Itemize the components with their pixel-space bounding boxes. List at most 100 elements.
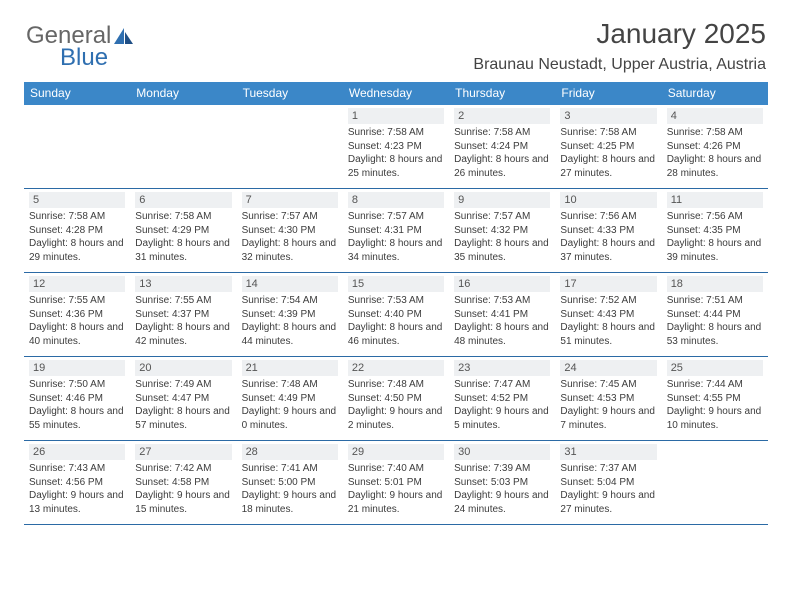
- daylight-line: Daylight: 9 hours and 24 minutes.: [454, 489, 550, 516]
- day-number: 8: [348, 192, 444, 208]
- week-row: 26 Sunrise: 7:43 AMSunset: 4:56 PMDayligh…: [24, 441, 768, 525]
- sunset-line: Sunset: 4:55 PM: [667, 392, 763, 406]
- sunrise-line: Sunrise: 7:50 AM: [29, 378, 125, 392]
- day-number: 4: [667, 108, 763, 124]
- daylight-line: Daylight: 8 hours and 27 minutes.: [560, 153, 656, 180]
- day-cell: 31Sunrise: 7:37 AMSunset: 5:04 PMDayligh…: [555, 441, 661, 524]
- weekday-header: Tuesday: [237, 82, 343, 105]
- week-row: 19Sunrise: 7:50 AMSunset: 4:46 PMDayligh…: [24, 357, 768, 441]
- daylight-line: Daylight: 8 hours and 35 minutes.: [454, 237, 550, 264]
- sunrise-line: Sunrise: 7:51 AM: [667, 294, 763, 308]
- day-cell: 18Sunrise: 7:51 AMSunset: 4:44 PMDayligh…: [662, 273, 768, 356]
- day-cell: 21Sunrise: 7:48 AMSunset: 4:49 PMDayligh…: [237, 357, 343, 440]
- sunset-line: Sunset: 4:46 PM: [29, 392, 125, 406]
- sunrise-line: Sunrise: 7:40 AM: [348, 462, 444, 476]
- day-cell: 3Sunrise: 7:58 AMSunset: 4:25 PMDaylight…: [555, 105, 661, 188]
- day-details: Sunrise: 7:55 AMSunset: 4:37 PMDaylight:…: [135, 294, 231, 348]
- day-cell: 23Sunrise: 7:47 AMSunset: 4:52 PMDayligh…: [449, 357, 555, 440]
- week-row: 1Sunrise: 7:58 AMSunset: 4:23 PMDaylight…: [24, 105, 768, 189]
- daylight-line: Daylight: 8 hours and 29 minutes.: [29, 237, 125, 264]
- day-number: 14: [242, 276, 338, 292]
- logo-sail-icon: [113, 27, 135, 45]
- empty-cell: [237, 105, 343, 188]
- sunset-line: Sunset: 4:41 PM: [454, 308, 550, 322]
- daylight-line: Daylight: 9 hours and 18 minutes.: [242, 489, 338, 516]
- sunrise-line: Sunrise: 7:37 AM: [560, 462, 656, 476]
- daylight-line: Daylight: 8 hours and 34 minutes.: [348, 237, 444, 264]
- day-number: 26: [29, 444, 125, 460]
- day-details: Sunrise: 7:53 AMSunset: 4:41 PMDaylight:…: [454, 294, 550, 348]
- day-details: Sunrise: 7:58 AMSunset: 4:29 PMDaylight:…: [135, 210, 231, 264]
- daylight-line: Daylight: 8 hours and 25 minutes.: [348, 153, 444, 180]
- daylight-line: Daylight: 8 hours and 42 minutes.: [135, 321, 231, 348]
- weekday-header: Friday: [555, 82, 661, 105]
- day-details: Sunrise: 7:56 AMSunset: 4:33 PMDaylight:…: [560, 210, 656, 264]
- day-number: 24: [560, 360, 656, 376]
- sunrise-line: Sunrise: 7:42 AM: [135, 462, 231, 476]
- sunrise-line: Sunrise: 7:52 AM: [560, 294, 656, 308]
- daylight-line: Daylight: 8 hours and 37 minutes.: [560, 237, 656, 264]
- day-details: Sunrise: 7:48 AMSunset: 4:49 PMDaylight:…: [242, 378, 338, 432]
- daylight-line: Daylight: 9 hours and 13 minutes.: [29, 489, 125, 516]
- weeks-container: 1Sunrise: 7:58 AMSunset: 4:23 PMDaylight…: [24, 105, 768, 525]
- day-number: 25: [667, 360, 763, 376]
- weekday-header: Sunday: [24, 82, 130, 105]
- day-cell: 2Sunrise: 7:58 AMSunset: 4:24 PMDaylight…: [449, 105, 555, 188]
- sunrise-line: Sunrise: 7:39 AM: [454, 462, 550, 476]
- day-details: Sunrise: 7:43 AMSunset: 4:56 PMDaylight:…: [29, 462, 125, 516]
- daylight-line: Daylight: 8 hours and 46 minutes.: [348, 321, 444, 348]
- calendar-grid: SundayMondayTuesdayWednesdayThursdayFrid…: [24, 82, 768, 525]
- daylight-line: Daylight: 8 hours and 51 minutes.: [560, 321, 656, 348]
- daylight-line: Daylight: 8 hours and 31 minutes.: [135, 237, 231, 264]
- daylight-line: Daylight: 8 hours and 44 minutes.: [242, 321, 338, 348]
- day-cell: 12Sunrise: 7:55 AMSunset: 4:36 PMDayligh…: [24, 273, 130, 356]
- sunrise-line: Sunrise: 7:44 AM: [667, 378, 763, 392]
- day-number: 18: [667, 276, 763, 292]
- day-number: 1: [348, 108, 444, 124]
- day-number: 30: [454, 444, 550, 460]
- location-subtitle: Braunau Neustadt, Upper Austria, Austria: [473, 56, 766, 74]
- day-cell: 27Sunrise: 7:42 AMSunset: 4:58 PMDayligh…: [130, 441, 236, 524]
- day-number: 28: [242, 444, 338, 460]
- weekday-header: Wednesday: [343, 82, 449, 105]
- sunset-line: Sunset: 4:50 PM: [348, 392, 444, 406]
- day-cell: 10Sunrise: 7:56 AMSunset: 4:33 PMDayligh…: [555, 189, 661, 272]
- daylight-line: Daylight: 9 hours and 0 minutes.: [242, 405, 338, 432]
- sunrise-line: Sunrise: 7:48 AM: [348, 378, 444, 392]
- sunset-line: Sunset: 5:00 PM: [242, 476, 338, 490]
- day-details: Sunrise: 7:58 AMSunset: 4:26 PMDaylight:…: [667, 126, 763, 180]
- day-number: 3: [560, 108, 656, 124]
- daylight-line: Daylight: 8 hours and 32 minutes.: [242, 237, 338, 264]
- day-number: 5: [29, 192, 125, 208]
- daylight-line: Daylight: 9 hours and 2 minutes.: [348, 405, 444, 432]
- day-number: 19: [29, 360, 125, 376]
- day-cell: 15Sunrise: 7:53 AMSunset: 4:40 PMDayligh…: [343, 273, 449, 356]
- sunset-line: Sunset: 4:29 PM: [135, 224, 231, 238]
- day-number: 20: [135, 360, 231, 376]
- day-details: Sunrise: 7:41 AMSunset: 5:00 PMDaylight:…: [242, 462, 338, 516]
- weekday-header-row: SundayMondayTuesdayWednesdayThursdayFrid…: [24, 82, 768, 105]
- day-details: Sunrise: 7:50 AMSunset: 4:46 PMDaylight:…: [29, 378, 125, 432]
- sunrise-line: Sunrise: 7:53 AM: [454, 294, 550, 308]
- day-cell: 22Sunrise: 7:48 AMSunset: 4:50 PMDayligh…: [343, 357, 449, 440]
- day-details: Sunrise: 7:58 AMSunset: 4:24 PMDaylight:…: [454, 126, 550, 180]
- page-title: January 2025: [596, 18, 766, 50]
- sunset-line: Sunset: 5:01 PM: [348, 476, 444, 490]
- daylight-line: Daylight: 8 hours and 39 minutes.: [667, 237, 763, 264]
- weekday-header: Thursday: [449, 82, 555, 105]
- day-details: Sunrise: 7:53 AMSunset: 4:40 PMDaylight:…: [348, 294, 444, 348]
- day-cell: 30Sunrise: 7:39 AMSunset: 5:03 PMDayligh…: [449, 441, 555, 524]
- sunrise-line: Sunrise: 7:57 AM: [454, 210, 550, 224]
- day-details: Sunrise: 7:58 AMSunset: 4:28 PMDaylight:…: [29, 210, 125, 264]
- sunrise-line: Sunrise: 7:54 AM: [242, 294, 338, 308]
- sunrise-line: Sunrise: 7:49 AM: [135, 378, 231, 392]
- sunset-line: Sunset: 4:58 PM: [135, 476, 231, 490]
- sunrise-line: Sunrise: 7:58 AM: [454, 126, 550, 140]
- sunset-line: Sunset: 5:04 PM: [560, 476, 656, 490]
- weekday-header: Monday: [130, 82, 236, 105]
- sunrise-line: Sunrise: 7:56 AM: [667, 210, 763, 224]
- daylight-line: Daylight: 8 hours and 48 minutes.: [454, 321, 550, 348]
- sunset-line: Sunset: 4:31 PM: [348, 224, 444, 238]
- day-cell: 7Sunrise: 7:57 AMSunset: 4:30 PMDaylight…: [237, 189, 343, 272]
- sunset-line: Sunset: 4:40 PM: [348, 308, 444, 322]
